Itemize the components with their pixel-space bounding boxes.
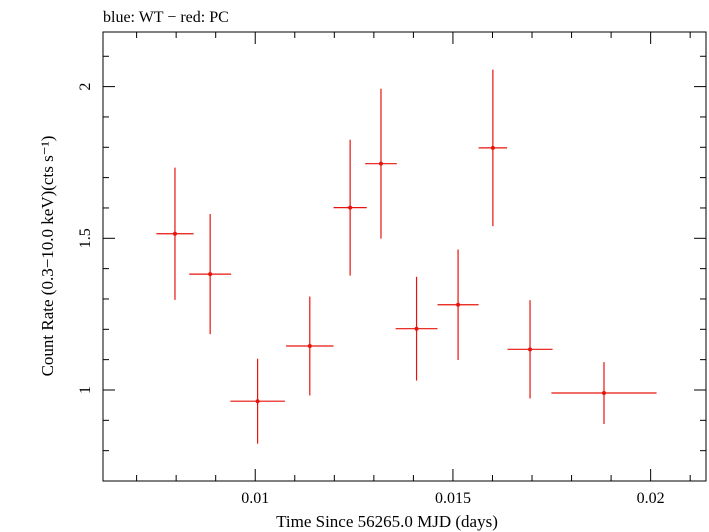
data-point bbox=[395, 276, 438, 381]
axis-ticks bbox=[103, 32, 706, 482]
y-tick-label: 2 bbox=[77, 83, 94, 91]
data-point bbox=[230, 358, 285, 444]
point-marker bbox=[208, 272, 213, 277]
y-axis-label: Count Rate (0.3−10.0 keV)(cts s⁻¹) bbox=[38, 136, 57, 377]
point-marker bbox=[172, 231, 177, 236]
point-marker bbox=[601, 391, 606, 396]
plot-frame bbox=[102, 31, 707, 482]
data-point bbox=[478, 69, 508, 227]
point-marker bbox=[414, 326, 419, 331]
x-tick-label: 0.01 bbox=[241, 490, 269, 507]
point-marker bbox=[528, 347, 533, 352]
point-marker bbox=[378, 161, 383, 166]
data-point bbox=[365, 88, 397, 239]
point-marker bbox=[255, 399, 260, 404]
y-tick-label: 1 bbox=[77, 386, 94, 394]
data-point bbox=[156, 167, 194, 300]
point-marker bbox=[307, 343, 312, 348]
point-marker bbox=[456, 302, 461, 307]
data-point bbox=[189, 214, 232, 335]
point-marker bbox=[490, 145, 495, 150]
x-axis-label: Time Since 56265.0 MJD (days) bbox=[276, 512, 498, 531]
x-tick-label: 0.02 bbox=[637, 490, 665, 507]
data-point bbox=[286, 296, 334, 396]
axis-tick-labels: 0.01 0.015 0.02 1 1.5 2 bbox=[77, 83, 665, 507]
data-points bbox=[156, 69, 657, 444]
y-tick-label: 1.5 bbox=[77, 228, 94, 248]
point-marker bbox=[348, 205, 353, 210]
data-point bbox=[507, 300, 553, 399]
data-point bbox=[551, 362, 657, 424]
data-point bbox=[437, 249, 479, 360]
chart-title: blue: WT − red: PC bbox=[103, 9, 229, 26]
data-point bbox=[333, 139, 367, 276]
x-tick-label: 0.015 bbox=[435, 490, 471, 507]
